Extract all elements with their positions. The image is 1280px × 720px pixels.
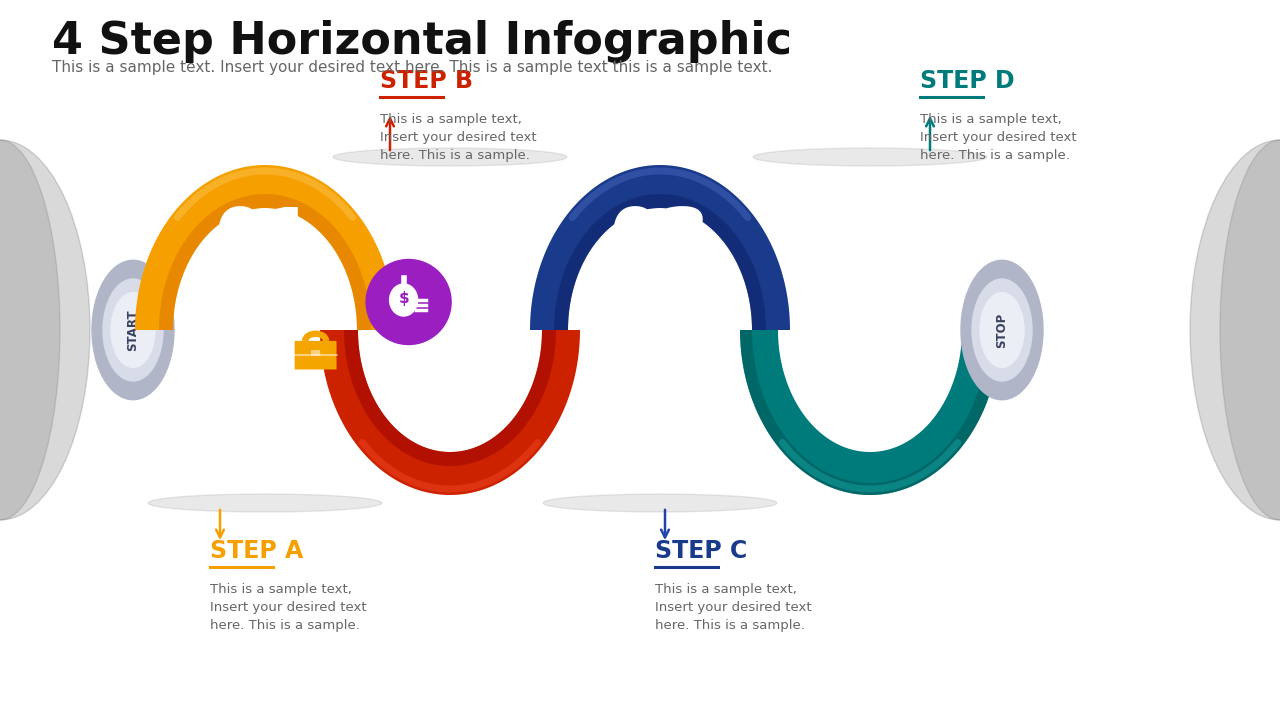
Ellipse shape [1190,140,1280,520]
Ellipse shape [148,494,381,512]
Circle shape [698,327,714,343]
FancyBboxPatch shape [311,350,320,356]
Text: 03: 03 [609,204,710,274]
Polygon shape [740,330,1000,495]
Text: Content Name: Content Name [394,355,506,369]
FancyBboxPatch shape [675,341,692,375]
Text: 4 Step Horizontal Infographic: 4 Step Horizontal Infographic [52,20,792,63]
Ellipse shape [102,279,163,381]
Text: 02: 02 [399,377,500,445]
Ellipse shape [753,148,987,166]
Polygon shape [554,194,765,330]
Ellipse shape [92,261,174,400]
Ellipse shape [389,284,417,316]
Text: STEP B: STEP B [380,69,474,93]
FancyBboxPatch shape [698,341,716,375]
FancyBboxPatch shape [294,341,337,369]
Text: STEP C: STEP C [655,539,748,563]
Ellipse shape [366,259,451,344]
Polygon shape [344,330,556,466]
Ellipse shape [961,261,1043,400]
Text: STOP: STOP [996,312,1009,348]
Ellipse shape [980,292,1024,367]
Text: This is a sample text,
Insert your desired text
here. This is a sample.: This is a sample text, Insert your desir… [655,583,812,632]
Text: Content Name: Content Name [209,295,321,310]
Ellipse shape [1220,140,1280,520]
Text: This is a sample text,
Insert your desired text
here. This is a sample.: This is a sample text, Insert your desir… [380,113,536,162]
Text: Content Name: Content Name [814,355,927,369]
Ellipse shape [111,292,155,367]
Text: This is a sample text. Insert your desired text here. This is a sample text this: This is a sample text. Insert your desir… [52,60,773,75]
Circle shape [676,327,692,343]
Text: $: $ [398,292,408,307]
Polygon shape [320,330,580,495]
Text: STEP A: STEP A [210,539,303,563]
Ellipse shape [543,494,777,512]
Polygon shape [530,165,790,330]
Polygon shape [159,194,371,330]
Ellipse shape [333,148,567,166]
Text: STEP D: STEP D [920,69,1015,93]
Text: START: START [127,309,140,351]
Polygon shape [134,165,396,330]
Text: 04: 04 [819,377,920,445]
Ellipse shape [0,140,60,520]
Ellipse shape [972,279,1032,381]
Polygon shape [740,330,1000,495]
Text: Content Name: Content Name [604,295,716,310]
Ellipse shape [0,140,90,520]
Text: This is a sample text,
Insert your desired text
here. This is a sample.: This is a sample text, Insert your desir… [210,583,366,632]
Circle shape [719,327,736,343]
FancyBboxPatch shape [719,341,737,375]
Text: 01: 01 [215,204,315,274]
Text: This is a sample text,
Insert your desired text
here. This is a sample.: This is a sample text, Insert your desir… [920,113,1076,162]
